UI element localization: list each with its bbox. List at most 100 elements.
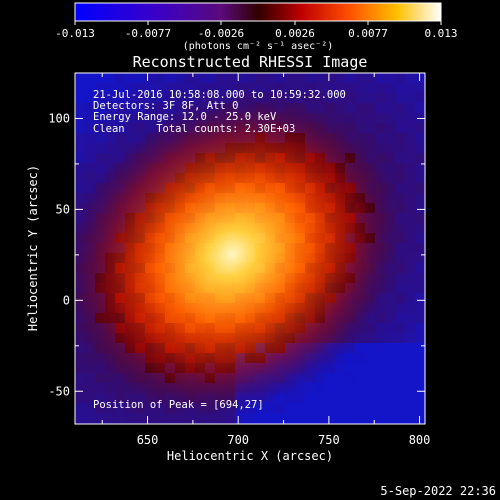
image-pixel	[395, 153, 405, 163]
image-pixel	[355, 403, 365, 413]
image-pixel	[405, 323, 415, 333]
image-pixel	[415, 333, 425, 343]
image-pixel	[355, 113, 365, 123]
x-tick-label: 650	[137, 433, 159, 447]
image-pixel	[385, 413, 395, 423]
image-pixel	[85, 93, 95, 103]
image-pixel	[85, 183, 95, 193]
y-axis-ticks	[75, 72, 425, 392]
image-pixel	[75, 103, 85, 113]
plot-title: Reconstructed RHESSI Image	[133, 53, 368, 71]
image-pixel	[105, 113, 115, 123]
energy-range: Energy Range: 12.0 - 25.0 keV	[93, 111, 277, 123]
image-pixel	[335, 83, 345, 93]
image-pixel	[75, 183, 85, 193]
image-pixel	[285, 393, 295, 403]
image-pixel	[295, 83, 305, 93]
image-pixel	[315, 83, 325, 93]
image-pixel	[405, 163, 415, 173]
image-pixel	[325, 103, 335, 113]
image-pixel	[115, 133, 125, 143]
image-pixel	[345, 83, 355, 93]
image-pixel	[95, 413, 105, 423]
image-pixel	[125, 403, 135, 413]
image-pixel	[95, 83, 105, 93]
image-pixel	[95, 103, 105, 113]
image-pixel	[385, 163, 395, 173]
image-pixel	[395, 373, 405, 383]
image-pixel	[225, 413, 235, 423]
colorbar: -0.013 -0.0077 -0.0026 0.0026 0.0077 0.0…	[55, 2, 458, 52]
image-pixel	[155, 73, 165, 83]
image-pixel	[395, 203, 405, 213]
observation-time: 21-Jul-2016 10:58:08.000 to 10:59:32.000	[93, 89, 346, 101]
image-pixel	[405, 313, 415, 323]
image-pixel	[415, 83, 425, 93]
image-pixel	[335, 373, 345, 383]
image-pixel	[175, 83, 185, 93]
image-pixel	[95, 373, 105, 383]
image-pixel	[245, 403, 255, 413]
image-pixel	[85, 173, 95, 183]
image-pixel	[75, 153, 85, 163]
image-pixel	[115, 93, 125, 103]
image-pixel	[385, 333, 395, 343]
image-pixel	[175, 413, 185, 423]
image-pixel	[405, 203, 415, 213]
image-pixel	[85, 383, 95, 393]
image-pixel	[105, 143, 115, 153]
image-pixel	[355, 93, 365, 103]
image-pixel	[375, 383, 385, 393]
image-pixel	[375, 143, 385, 153]
image-pixel	[95, 113, 105, 123]
image-pixel	[375, 373, 385, 383]
image-pixel	[205, 83, 215, 93]
image-pixel	[155, 93, 165, 103]
image-pixel	[395, 93, 405, 103]
image-pixel	[345, 93, 355, 103]
image-pixel	[405, 153, 415, 163]
image-pixel	[405, 363, 415, 373]
image-pixel	[375, 133, 385, 143]
image-pixel	[205, 93, 215, 103]
colorbar-tick-label: 0.013	[424, 27, 457, 40]
image-pixel	[75, 403, 85, 413]
image-pixel	[335, 363, 345, 373]
image-pixel	[105, 383, 115, 393]
image-pixel	[95, 403, 105, 413]
colorbar-tick-label: -0.0026	[198, 27, 244, 40]
image-pixel	[215, 93, 225, 103]
image-pixel	[415, 103, 425, 113]
image-pixel	[415, 263, 425, 273]
image-pixel	[155, 413, 165, 423]
image-pixel	[385, 403, 395, 413]
image-pixel	[165, 413, 175, 423]
image-pixel	[415, 223, 425, 233]
image-pixel	[385, 73, 395, 83]
image-pixel	[105, 133, 115, 143]
image-pixel	[215, 83, 225, 93]
image-pixel	[105, 153, 115, 163]
image-pixel	[95, 143, 105, 153]
image-pixel	[395, 223, 405, 233]
image-pixel	[415, 393, 425, 403]
image-pixel	[375, 103, 385, 113]
image-pixel	[415, 193, 425, 203]
image-pixel	[385, 283, 395, 293]
image-pixel	[215, 73, 225, 83]
image-pixel	[415, 343, 425, 353]
image-pixel	[225, 83, 235, 93]
image-pixel	[85, 133, 95, 143]
image-pixel	[135, 113, 145, 123]
image-pixel	[195, 73, 205, 83]
image-pixel	[405, 113, 415, 123]
image-pixel	[385, 293, 395, 303]
image-pixel	[415, 293, 425, 303]
image-pixel	[275, 83, 285, 93]
image-pixel	[365, 343, 375, 353]
image-pixel	[75, 413, 85, 423]
image-pixel	[75, 373, 85, 383]
image-pixel	[315, 383, 325, 393]
image-pixel	[315, 403, 325, 413]
image-pixel	[185, 93, 195, 103]
